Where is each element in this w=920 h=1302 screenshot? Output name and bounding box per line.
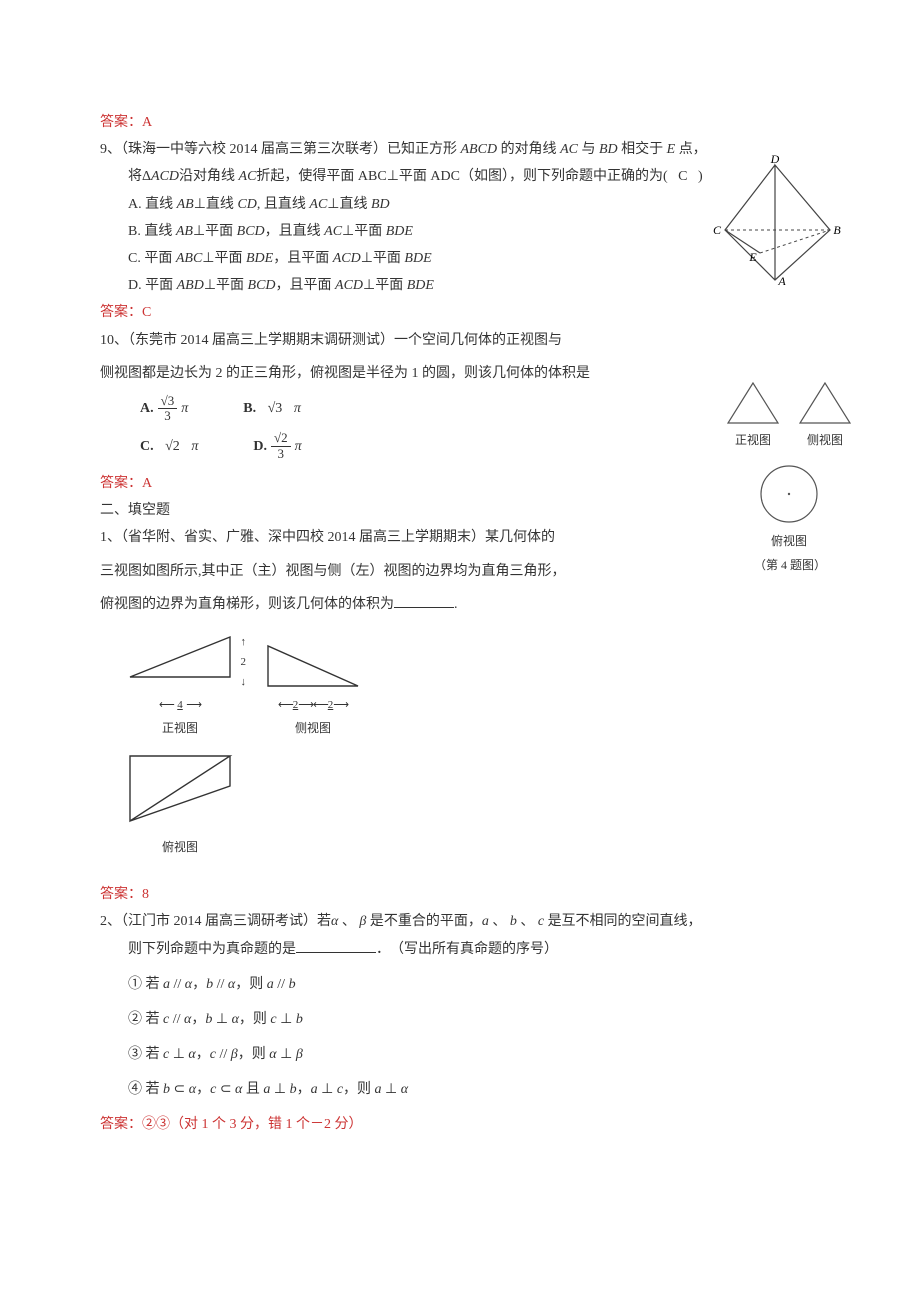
f1: 1、（省华附、省实、广雅、深中四校 2014 届高三上学期期末）某几何体的 三视… bbox=[100, 525, 825, 907]
label-B: B bbox=[833, 223, 841, 237]
q9-answer: 答案：C bbox=[100, 300, 825, 325]
f1-side-view: ⟵2⟶⟵2⟶ 侧视图 bbox=[258, 636, 368, 739]
q8-answer: 答案：A bbox=[100, 110, 825, 135]
f2-p3: ③ 若 c ⊥ α，c // β，则 α ⊥ β bbox=[100, 1042, 825, 1067]
label-D: D bbox=[770, 155, 780, 166]
label-A: A bbox=[777, 274, 786, 285]
f1-blank bbox=[394, 594, 454, 608]
q10-answer: 答案：A bbox=[100, 471, 825, 496]
f2: 2、（江门市 2014 届高三调研考试）若α 、 β 是不重合的平面，a 、 b… bbox=[100, 909, 825, 1137]
f1-answer: 答案：8 bbox=[100, 882, 825, 907]
q10-stem-1: 10、（东莞市 2014 届高三上学期期末调研测试）一个空间几何体的正视图与 bbox=[100, 328, 825, 353]
f2-blank bbox=[296, 939, 376, 953]
q10-stem-2: 侧视图都是边长为 2 的正三角形，俯视图是半径为 1 的圆，则该几何体的体积是 bbox=[100, 361, 825, 386]
label-C: C bbox=[713, 223, 722, 237]
f1-top-view: 俯视图 bbox=[120, 746, 240, 859]
f2-p4: ④ 若 b ⊂ α，c ⊂ α 且 a ⊥ b，a ⊥ c，则 a ⊥ α bbox=[100, 1077, 825, 1102]
q10: 正视图 侧视图 俯视图 （第 4 题图） 10、（东莞市 2014 届高三上学期… bbox=[100, 328, 825, 497]
f1-views: ↑2↓ ⟵ 4 ⟶ 正视图 ⟵2⟶⟵2⟶ 侧视图 俯视图 bbox=[120, 627, 825, 858]
q9-figure: D C B E A bbox=[705, 155, 845, 294]
f2-p2: ② 若 c // α，b ⊥ α，则 c ⊥ b bbox=[100, 1007, 825, 1032]
label-E: E bbox=[748, 250, 757, 264]
q9-stem-1: 9、（珠海一中等六校 2014 届高三第三次联考）已知正方形 bbox=[100, 142, 461, 157]
q9-abcd: ABCD bbox=[461, 142, 498, 157]
f1-front-view: ↑2↓ ⟵ 4 ⟶ 正视图 bbox=[120, 627, 240, 740]
fill-header: 二、填空题 bbox=[100, 498, 825, 523]
q9: D C B E A 9、（珠海一中等六校 2014 届高三第三次联考）已知正方形… bbox=[100, 137, 825, 325]
f2-answer: 答案：②③（对 1 个 3 分，错 1 个－2 分） bbox=[100, 1112, 825, 1137]
f2-p1: ① 若 a // α，b // α，则 a // b bbox=[100, 972, 825, 997]
